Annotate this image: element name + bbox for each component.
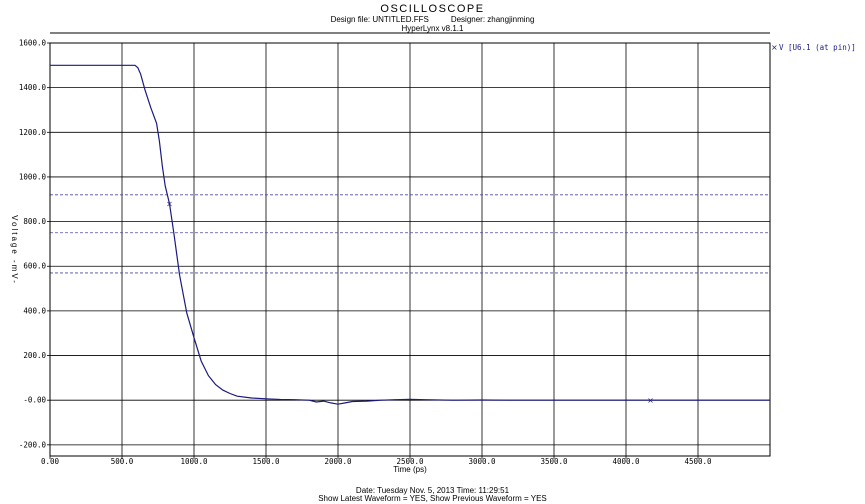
options-line: Show Latest Waveform = YES, Show Previou… [318, 494, 547, 503]
x-tick-label: 0.00 [41, 457, 60, 466]
x-tick-label: 2500.0 [396, 457, 424, 466]
y-tick-label: 400.0 [23, 306, 46, 315]
legend-entry: V [U6.1 (at pin)] [779, 43, 856, 52]
waveform-series: ×× [50, 64, 770, 405]
y-tick-label: 1600.0 [19, 39, 47, 48]
series-marker: × [647, 396, 654, 405]
y-tick-label: 600.0 [23, 262, 46, 271]
x-tick-label: 3500.0 [540, 457, 568, 466]
date-line: Date: Tuesday Nov. 5, 2013 Time: 11:29:5… [355, 486, 510, 495]
legend-marker-x: × [771, 43, 778, 52]
x-tick-label: 3000.0 [468, 457, 496, 466]
x-axis-ticks: 0.00 500.0 1000.0 1500.0 2000.0 2500.0 3000.0 3… [41, 456, 712, 466]
y-axis-label: Voltage -mV- [10, 215, 19, 285]
y-tick-label: -0.00 [23, 396, 46, 405]
x-tick-label: 2000.0 [324, 457, 352, 466]
version-label: HyperLynx v8.1.1 [401, 24, 464, 33]
x-tick-label: 1000.0 [180, 457, 208, 466]
chart-title: OSCILLOSCOPE [380, 3, 485, 15]
y-tick-label: 1000.0 [19, 172, 47, 181]
reference-lines [50, 194, 770, 274]
design-info: Design file: UNTITLED.FFS Designer: zhang… [0, 15, 865, 24]
series-marker: × [166, 200, 173, 209]
x-tick-label: 1500.0 [252, 457, 280, 466]
x-tick-label: 500.0 [111, 457, 134, 466]
x-tick-label: 4000.0 [612, 457, 640, 466]
y-axis-ticks: -200.0 -0.00 200.0 400.0 600.0 800.0 1000.0 120… [19, 39, 50, 449]
y-tick-label: 1400.0 [19, 83, 47, 92]
x-axis-label: Time (ps) [393, 465, 427, 474]
y-tick-label: 200.0 [23, 351, 46, 360]
y-tick-label: -200.0 [19, 440, 47, 449]
plot-grid [50, 42, 770, 456]
y-tick-label: 1200.0 [19, 128, 47, 137]
x-tick-label: 4500.0 [684, 457, 712, 466]
legend: × V [U6.1 (at pin)] [771, 43, 856, 52]
y-tick-label: 800.0 [23, 217, 46, 226]
series-line [50, 64, 770, 405]
designer-label: Designer: zhangjinming [450, 15, 535, 24]
design-file-label: Design file: UNTITLED.FFS [330, 15, 429, 24]
